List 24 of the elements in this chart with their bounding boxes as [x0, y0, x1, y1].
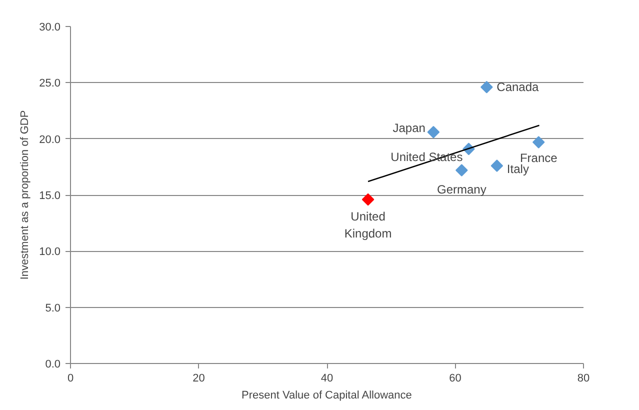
- x-axis-title: Present Value of Capital Allowance: [242, 390, 412, 402]
- annotation: Germany: [436, 182, 486, 196]
- y-axis-title: Investment as a proportion of GDP: [19, 110, 32, 280]
- y-tick-label: 20.0: [39, 134, 61, 146]
- point: [490, 160, 504, 172]
- point: [427, 126, 440, 138]
- x-tick-label: 80: [577, 372, 590, 384]
- y-tick-label: 0.0: [45, 358, 61, 370]
- annotation: Canada: [496, 80, 540, 94]
- y-tick-label: 5.0: [45, 302, 61, 314]
- x-tick-label: 0: [67, 372, 74, 384]
- y-tick-label: 15.0: [39, 190, 61, 202]
- x-tick-label: 40: [320, 372, 334, 384]
- point: [362, 193, 374, 206]
- x-tick-label: 20: [192, 372, 205, 384]
- point: [532, 136, 545, 148]
- point: [456, 164, 468, 176]
- y-tick-label: 10.0: [39, 246, 61, 258]
- y-tick-label: 25.0: [39, 78, 61, 90]
- point: [480, 81, 493, 94]
- x-tick-label: 60: [449, 372, 462, 384]
- annotation: United Kingdom: [344, 209, 392, 240]
- annotation: Japan: [392, 121, 426, 136]
- y-tick-label: 30.0: [39, 22, 61, 34]
